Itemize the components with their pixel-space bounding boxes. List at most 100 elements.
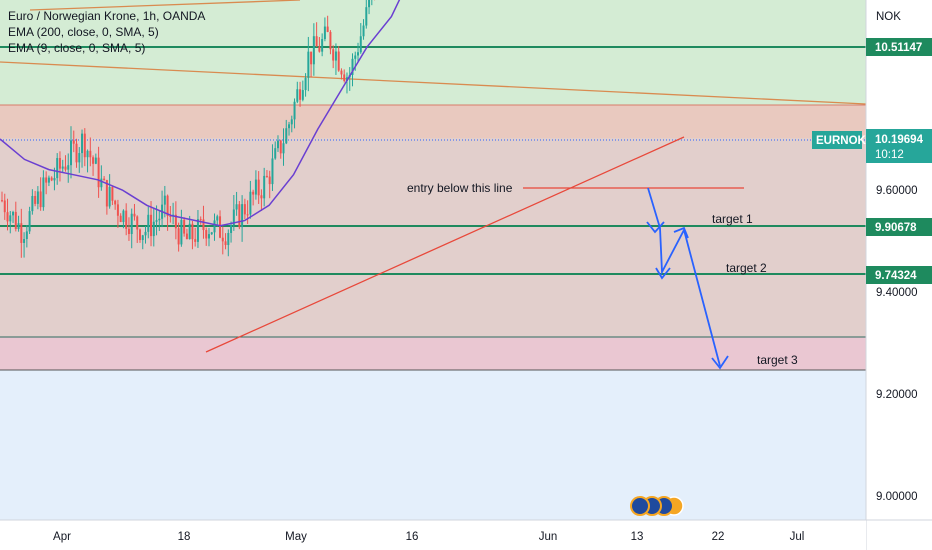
candle-body [130,213,133,235]
candle-body [47,177,50,183]
x-ticks: Apr 18 May 16 Jun 13 22 Jul [53,531,804,543]
candle-body [354,55,357,59]
upper-diagonal-line[interactable] [29,0,301,11]
candle-body [1,200,3,202]
candle-body [116,204,119,216]
candle-body [185,233,188,240]
candles-group[interactable] [1,0,635,258]
support-zone-pink [0,337,866,370]
candle-body [329,31,332,50]
candle-body [362,25,365,37]
resistance-zone-brown [0,105,866,138]
candle-body [271,158,274,185]
chart-legend[interactable]: Euro / Norwegian Krone, 1h, OANDA EMA (2… [8,8,205,56]
candle-body [111,187,114,201]
target2-label: target 2 [726,261,767,275]
candle-body [285,128,288,144]
candle-body [318,46,321,52]
candle-body [122,210,125,223]
candle-body [81,133,84,154]
candle-body [125,210,128,229]
countdown-tag: 10:12 [875,149,904,161]
candle-body [304,77,307,91]
candle-body [337,51,340,71]
candle-body [75,143,78,163]
candle-body [36,191,39,204]
candle-body [141,235,144,241]
candle-body [221,237,224,242]
candle-body [276,140,279,149]
arrow-head-4 [711,355,729,370]
time-axis[interactable] [0,520,866,550]
candle-body [205,230,208,239]
candle-body [180,219,183,245]
projection-arrow-1[interactable] [647,187,721,367]
candle-body [282,143,285,154]
candle-body [235,204,238,210]
candle-body [34,195,37,204]
candle-body [69,140,72,166]
candle-body [252,191,255,195]
candle-body [45,177,48,183]
candle-body [23,239,26,243]
candle-body [196,219,199,242]
descending-resistance-line[interactable] [0,61,867,105]
candle-body [72,140,75,144]
candle-body [210,232,213,235]
candle-body [58,158,61,169]
legend-ema200[interactable]: EMA (200, close, 0, SMA, 5) [8,25,159,39]
candle-body [127,228,130,235]
current-price-tag-bg[interactable] [866,129,932,163]
price-tag-top: 10.51147 [875,42,922,54]
symbol-tag-bg[interactable] [812,131,862,149]
candle-body [147,214,150,232]
candle-body [6,212,9,222]
candle-body [290,119,293,125]
candle-body [243,204,246,215]
arrow-head-2 [655,267,671,280]
ascending-trend-line[interactable] [205,136,685,353]
legend-title[interactable]: Euro / Norwegian Krone, 1h, OANDA [8,9,206,23]
candle-body [312,36,315,65]
candle-body [50,177,53,181]
symbol-tag: EURNOK [816,135,867,147]
candle-body [368,0,371,8]
candle-body [260,195,263,199]
price-axis[interactable] [866,0,932,520]
candle-body [315,36,318,47]
event-icons[interactable] [630,496,684,516]
candle-body [265,175,268,177]
candle-body [227,232,230,246]
candle-body [94,157,97,164]
legend-ema9[interactable]: EMA (9, close, 0, SMA, 5) [8,41,146,55]
candle-body [97,157,100,188]
ema-line[interactable] [0,0,636,227]
candle-body [158,218,161,221]
candle-body [183,219,186,234]
candle-body [310,51,313,65]
price-tag-target1: 9.90678 [875,222,917,234]
x-tick-label: Apr [53,531,71,543]
target3-label: target 3 [757,353,798,367]
candle-body [268,176,271,185]
candle-body [78,153,81,163]
candle-body [288,124,291,129]
event-icon[interactable] [630,496,650,516]
candle-body [321,39,324,52]
candle-body [177,228,180,245]
candle-body [105,180,108,207]
candle-body [17,223,20,230]
price-tag-top-bg[interactable] [866,38,932,56]
candle-body [89,150,92,158]
candle-body [279,140,282,154]
candle-body [207,234,210,239]
x-tick-label: 22 [712,531,725,543]
price-tag-target2-bg[interactable] [866,266,932,284]
price-tag-target1-bg[interactable] [866,218,932,236]
y-tick-label: 9.20000 [876,389,918,401]
candle-body [83,133,86,158]
candle-body [166,195,169,216]
resistance-zone-green [0,0,866,105]
candle-body [299,89,302,100]
